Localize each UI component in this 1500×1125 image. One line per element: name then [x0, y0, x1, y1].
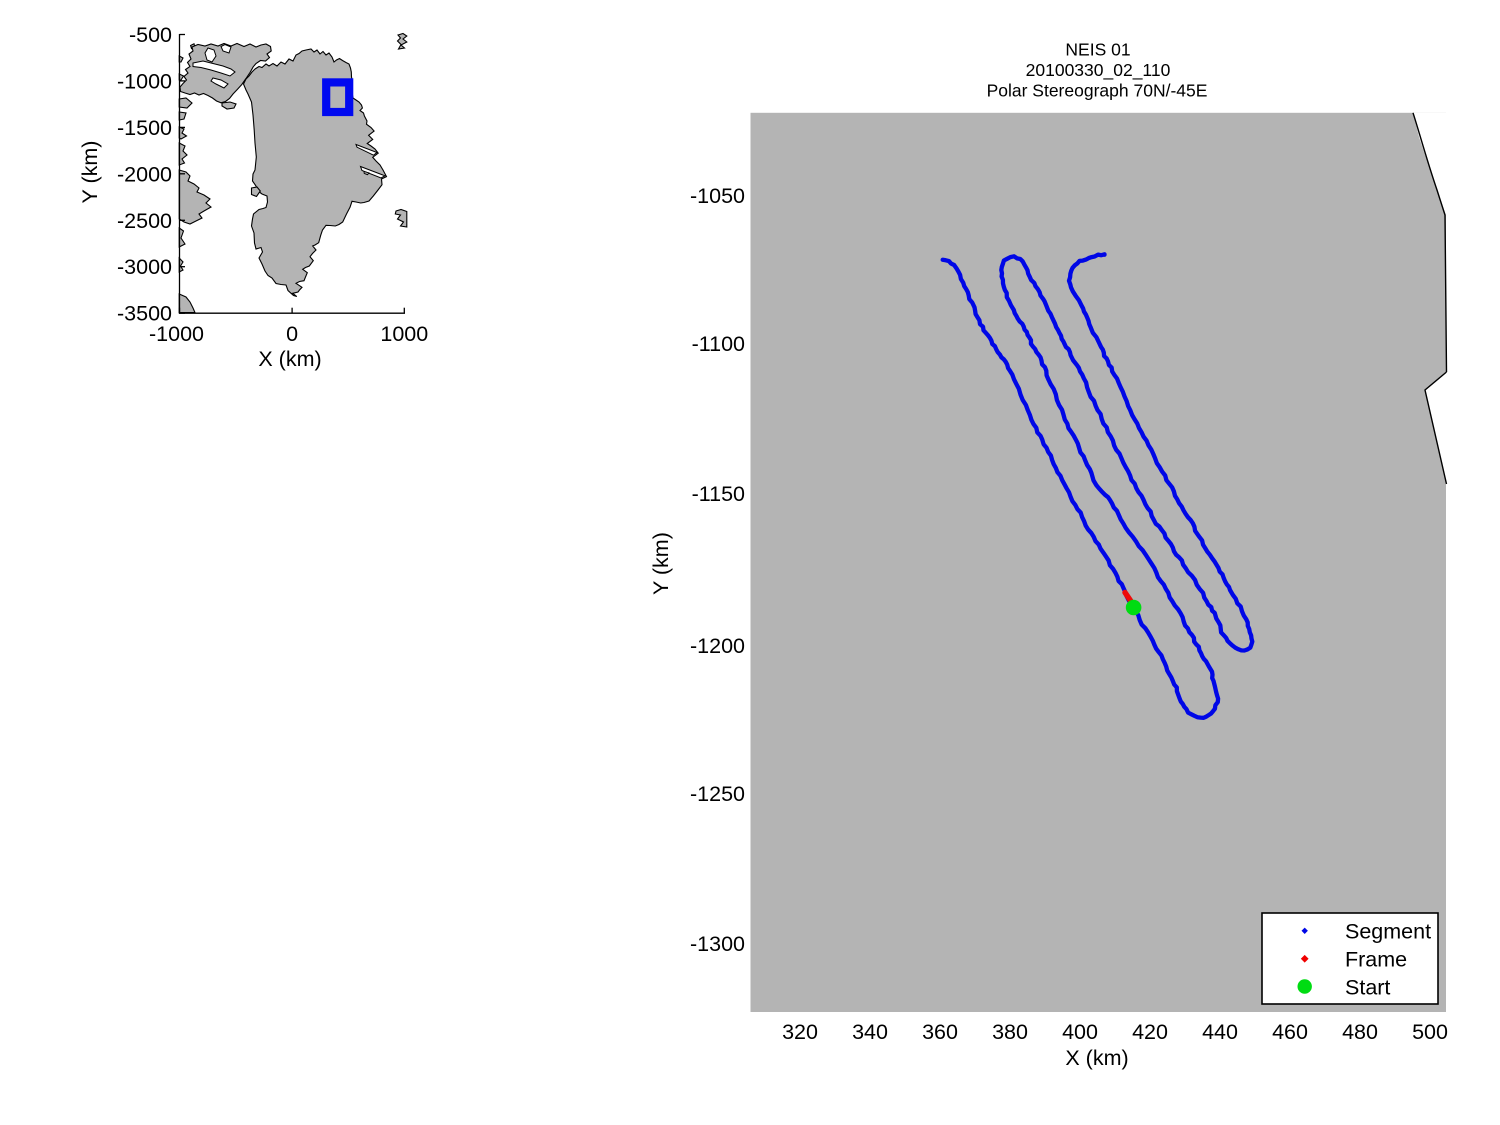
svg-text:Y (km): Y (km) [78, 141, 102, 204]
svg-text:-1200: -1200 [690, 634, 745, 658]
svg-text:0: 0 [286, 322, 298, 346]
svg-text:-1500: -1500 [117, 116, 172, 140]
svg-text:500: 500 [1412, 1020, 1448, 1044]
svg-text:360: 360 [922, 1020, 958, 1044]
svg-text:-2000: -2000 [117, 162, 172, 186]
svg-text:-2500: -2500 [117, 209, 172, 233]
svg-text:Polar Stereograph 70N/-45E: Polar Stereograph 70N/-45E [987, 80, 1208, 100]
svg-text:380: 380 [992, 1020, 1028, 1044]
svg-text:-3500: -3500 [117, 302, 172, 326]
svg-text:Y (km): Y (km) [649, 532, 673, 595]
svg-text:NEIS 01: NEIS 01 [1065, 40, 1130, 60]
svg-text:Segment: Segment [1345, 920, 1431, 944]
svg-text:-1300: -1300 [690, 932, 745, 956]
svg-text:-1000: -1000 [117, 69, 172, 93]
svg-text:-1050: -1050 [690, 184, 745, 208]
svg-text:Frame: Frame [1345, 948, 1407, 972]
svg-text:460: 460 [1272, 1020, 1308, 1044]
svg-text:20100330_02_110: 20100330_02_110 [1026, 60, 1171, 81]
svg-text:-500: -500 [129, 23, 172, 47]
svg-text:420: 420 [1132, 1020, 1168, 1044]
svg-text:-1150: -1150 [692, 482, 745, 506]
svg-text:400: 400 [1062, 1020, 1098, 1044]
svg-text:-1250: -1250 [690, 782, 745, 806]
svg-text:X (km): X (km) [1065, 1046, 1128, 1070]
svg-text:Start: Start [1345, 976, 1390, 1000]
svg-text:340: 340 [852, 1020, 888, 1044]
svg-text:X (km): X (km) [258, 347, 321, 371]
svg-text:320: 320 [782, 1020, 818, 1044]
svg-text:1000: 1000 [380, 322, 428, 346]
svg-text:-1100: -1100 [692, 332, 745, 356]
svg-text:480: 480 [1342, 1020, 1378, 1044]
svg-text:440: 440 [1202, 1020, 1238, 1044]
svg-text:-1000: -1000 [149, 322, 204, 346]
svg-text:-3000: -3000 [117, 255, 172, 279]
